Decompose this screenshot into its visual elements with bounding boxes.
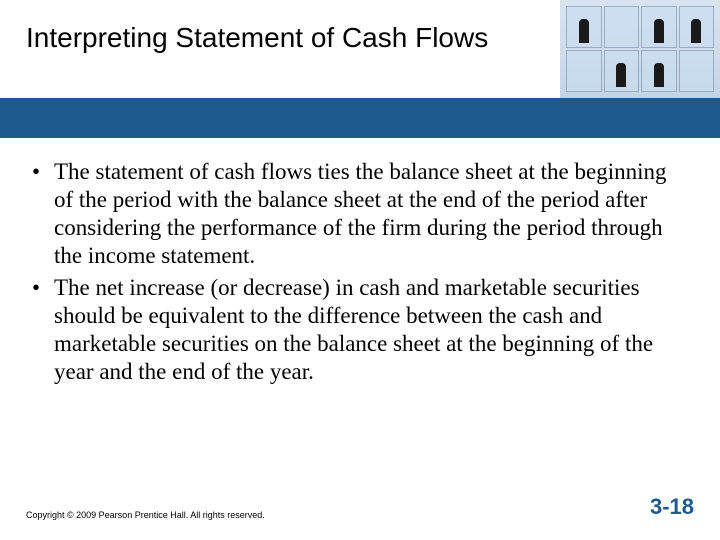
footer: Copyright © 2009 Pearson Prentice Hall. … (26, 494, 694, 520)
window-grid (560, 0, 720, 98)
bullet-item: The net increase (or decrease) in cash a… (26, 274, 684, 386)
header-region: Interpreting Statement of Cash Flows (0, 0, 720, 120)
decorative-building-image (560, 0, 720, 98)
bullet-item: The statement of cash flows ties the bal… (26, 158, 684, 270)
content-region: The statement of cash flows ties the bal… (26, 158, 684, 390)
accent-bar (0, 98, 720, 138)
page-number: 3-18 (650, 494, 694, 520)
bullet-list: The statement of cash flows ties the bal… (26, 158, 684, 386)
slide-title: Interpreting Statement of Cash Flows (26, 22, 488, 54)
copyright-text: Copyright © 2009 Pearson Prentice Hall. … (26, 510, 265, 520)
